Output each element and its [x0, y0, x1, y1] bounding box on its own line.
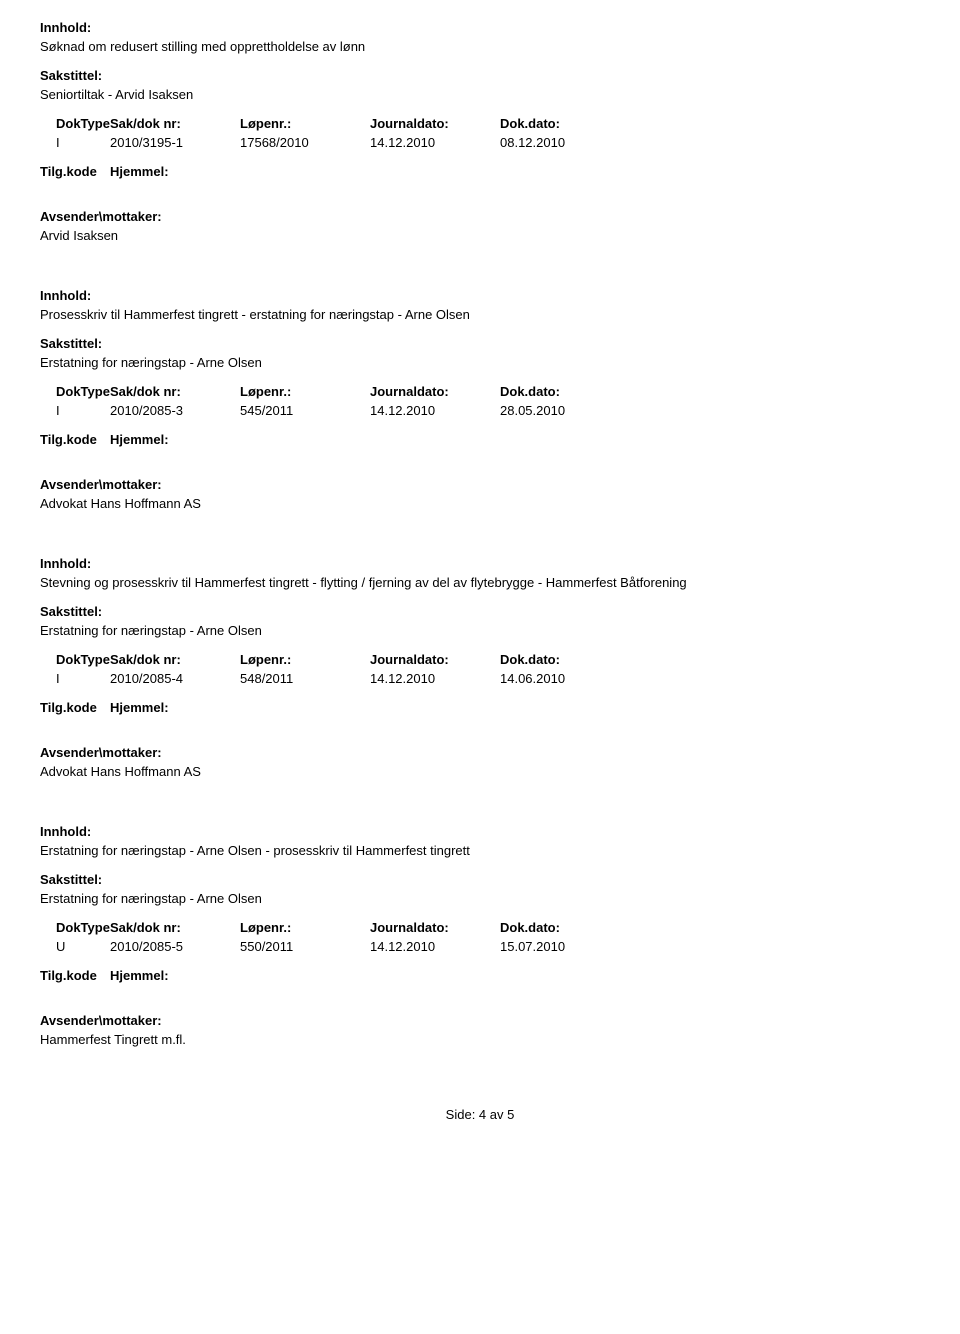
doktype-header: DokType [40, 116, 110, 131]
doktype-header: DokType [40, 384, 110, 399]
table-row: I 2010/2085-3 545/2011 14.12.2010 28.05.… [40, 403, 920, 418]
doktype-value: U [40, 939, 110, 954]
sakdok-value: 2010/2085-3 [110, 403, 240, 418]
sakstittel-label: Sakstittel: [40, 872, 920, 887]
journaldato-header: Journaldato: [370, 920, 500, 935]
lopenr-header: Løpenr.: [240, 652, 370, 667]
journal-record: Innhold: Stevning og prosesskriv til Ham… [40, 556, 920, 779]
hjemmel-label: Hjemmel: [110, 700, 169, 715]
sakdok-header: Sak/dok nr: [110, 652, 240, 667]
table-header: DokType Sak/dok nr: Løpenr.: Journaldato… [40, 116, 920, 131]
sakdok-value: 2010/3195-1 [110, 135, 240, 150]
avsender-value: Advokat Hans Hoffmann AS [40, 496, 920, 511]
lopenr-value: 17568/2010 [240, 135, 370, 150]
journaldato-header: Journaldato: [370, 116, 500, 131]
doktype-header: DokType [40, 652, 110, 667]
avsender-label: Avsender\mottaker: [40, 209, 920, 224]
innhold-value: Erstatning for næringstap - Arne Olsen -… [40, 843, 920, 858]
dokdato-value: 28.05.2010 [500, 403, 630, 418]
innhold-label: Innhold: [40, 556, 920, 571]
table-header: DokType Sak/dok nr: Løpenr.: Journaldato… [40, 920, 920, 935]
dokdato-header: Dok.dato: [500, 652, 630, 667]
doktype-header: DokType [40, 920, 110, 935]
journaldato-header: Journaldato: [370, 384, 500, 399]
innhold-value: Stevning og prosesskriv til Hammerfest t… [40, 575, 920, 590]
lopenr-value: 548/2011 [240, 671, 370, 686]
journal-record: Innhold: Søknad om redusert stilling med… [40, 20, 920, 243]
avsender-label: Avsender\mottaker: [40, 1013, 920, 1028]
innhold-value: Prosesskriv til Hammerfest tingrett - er… [40, 307, 920, 322]
journaldato-value: 14.12.2010 [370, 939, 500, 954]
sakstittel-value: Seniortiltak - Arvid Isaksen [40, 87, 920, 102]
doktype-value: I [40, 671, 110, 686]
lopenr-header: Løpenr.: [240, 116, 370, 131]
avsender-value: Arvid Isaksen [40, 228, 920, 243]
hjemmel-label: Hjemmel: [110, 164, 169, 179]
table-header: DokType Sak/dok nr: Løpenr.: Journaldato… [40, 652, 920, 667]
sakdok-value: 2010/2085-5 [110, 939, 240, 954]
dokdato-value: 08.12.2010 [500, 135, 630, 150]
sakstittel-value: Erstatning for næringstap - Arne Olsen [40, 355, 920, 370]
journaldato-header: Journaldato: [370, 652, 500, 667]
tilgkode-label: Tilg.kode [40, 432, 110, 447]
avsender-label: Avsender\mottaker: [40, 745, 920, 760]
innhold-label: Innhold: [40, 288, 920, 303]
tilgkode-row: Tilg.kode Hjemmel: [40, 968, 920, 983]
dokdato-header: Dok.dato: [500, 384, 630, 399]
innhold-value: Søknad om redusert stilling med oppretth… [40, 39, 920, 54]
innhold-label: Innhold: [40, 20, 920, 35]
sakstittel-label: Sakstittel: [40, 604, 920, 619]
table-row: I 2010/2085-4 548/2011 14.12.2010 14.06.… [40, 671, 920, 686]
sakstittel-label: Sakstittel: [40, 68, 920, 83]
avsender-label: Avsender\mottaker: [40, 477, 920, 492]
tilgkode-row: Tilg.kode Hjemmel: [40, 432, 920, 447]
tilgkode-label: Tilg.kode [40, 700, 110, 715]
avsender-value: Advokat Hans Hoffmann AS [40, 764, 920, 779]
tilgkode-row: Tilg.kode Hjemmel: [40, 164, 920, 179]
sakdok-header: Sak/dok nr: [110, 384, 240, 399]
hjemmel-label: Hjemmel: [110, 968, 169, 983]
dokdato-header: Dok.dato: [500, 920, 630, 935]
page-footer: Side: 4 av 5 [40, 1107, 920, 1122]
lopenr-value: 550/2011 [240, 939, 370, 954]
dokdato-header: Dok.dato: [500, 116, 630, 131]
avsender-value: Hammerfest Tingrett m.fl. [40, 1032, 920, 1047]
table-row: U 2010/2085-5 550/2011 14.12.2010 15.07.… [40, 939, 920, 954]
tilgkode-row: Tilg.kode Hjemmel: [40, 700, 920, 715]
journal-record: Innhold: Erstatning for næringstap - Arn… [40, 824, 920, 1047]
sakdok-value: 2010/2085-4 [110, 671, 240, 686]
journaldato-value: 14.12.2010 [370, 135, 500, 150]
journal-record: Innhold: Prosesskriv til Hammerfest ting… [40, 288, 920, 511]
tilgkode-label: Tilg.kode [40, 968, 110, 983]
sakstittel-value: Erstatning for næringstap - Arne Olsen [40, 891, 920, 906]
journaldato-value: 14.12.2010 [370, 403, 500, 418]
hjemmel-label: Hjemmel: [110, 432, 169, 447]
journaldato-value: 14.12.2010 [370, 671, 500, 686]
doktype-value: I [40, 403, 110, 418]
sakstittel-value: Erstatning for næringstap - Arne Olsen [40, 623, 920, 638]
doktype-value: I [40, 135, 110, 150]
table-row: I 2010/3195-1 17568/2010 14.12.2010 08.1… [40, 135, 920, 150]
innhold-label: Innhold: [40, 824, 920, 839]
sakstittel-label: Sakstittel: [40, 336, 920, 351]
sakdok-header: Sak/dok nr: [110, 920, 240, 935]
lopenr-header: Løpenr.: [240, 384, 370, 399]
lopenr-value: 545/2011 [240, 403, 370, 418]
table-header: DokType Sak/dok nr: Løpenr.: Journaldato… [40, 384, 920, 399]
dokdato-value: 15.07.2010 [500, 939, 630, 954]
sakdok-header: Sak/dok nr: [110, 116, 240, 131]
lopenr-header: Løpenr.: [240, 920, 370, 935]
dokdato-value: 14.06.2010 [500, 671, 630, 686]
tilgkode-label: Tilg.kode [40, 164, 110, 179]
